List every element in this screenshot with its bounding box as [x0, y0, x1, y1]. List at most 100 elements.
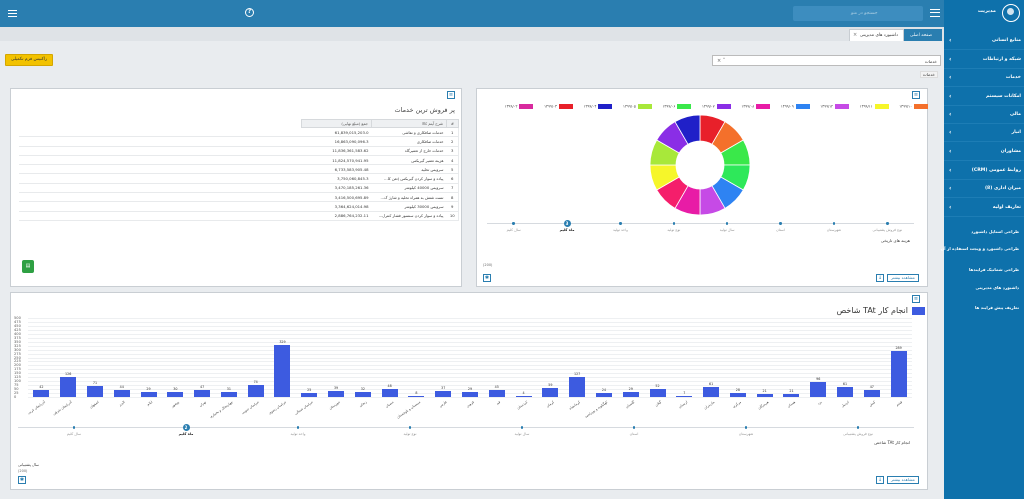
- legend-item[interactable]: ۱۳۹۹/۰۵: [623, 104, 652, 110]
- bar[interactable]: [462, 392, 478, 397]
- help-icon[interactable]: ?: [245, 8, 254, 17]
- timeline-active-step[interactable]: 3: [563, 220, 571, 227]
- bar[interactable]: [167, 392, 184, 397]
- sidebar-item-1[interactable]: ‹ شبکه و ارتباطات: [944, 51, 1024, 69]
- bar[interactable]: [33, 390, 50, 397]
- bar[interactable]: [756, 393, 773, 397]
- bar[interactable]: [515, 396, 532, 397]
- bar[interactable]: [595, 393, 612, 397]
- legend-item[interactable]: ۱۳۹۹/۰۸: [741, 104, 771, 110]
- table-row[interactable]: 2 خدمات صافکاری 16,863,090,096.3: [19, 136, 459, 147]
- table-row[interactable]: 8 تست شتش به همراه تخلیه و شارژ ک... 3,416…: [19, 192, 459, 203]
- sidebar-item-2[interactable]: ‹ خدمات: [944, 69, 1024, 87]
- bar[interactable]: [140, 392, 157, 397]
- donut-download-icon[interactable]: ↓: [876, 274, 884, 282]
- timeline-step-dot[interactable]: [408, 426, 412, 429]
- table-row[interactable]: 1 خدمات صافکاری و نقاشی 61,839,015,203.0: [19, 127, 459, 138]
- bar[interactable]: [622, 392, 639, 397]
- bar[interactable]: [274, 345, 291, 397]
- timeline-step-dot[interactable]: [296, 426, 300, 429]
- bar[interactable]: [649, 388, 666, 397]
- legend-item[interactable]: ۱۳۹۹/۰۳: [544, 104, 573, 110]
- donut-more-button[interactable]: مشاهده بیشتر: [887, 274, 919, 282]
- bar[interactable]: [60, 377, 77, 397]
- bar[interactable]: [113, 390, 130, 397]
- donut-slice[interactable]: [674, 114, 701, 145]
- table-row[interactable]: 3 خدمات خارج از تعمیرگاه 11,836,361,583.62: [19, 146, 459, 156]
- extra-form-button[interactable]: راکنیس فرم تکمیلی: [5, 54, 53, 66]
- timeline-step-label[interactable]: شهرستان: [738, 432, 754, 436]
- timeline-step-label[interactable]: واحد تولید: [290, 432, 306, 436]
- sidebar-item-9[interactable]: ‹ تعاریف اولیه: [944, 199, 1024, 217]
- timeline-step-label[interactable]: نوع تولید: [667, 228, 681, 232]
- bar[interactable]: [247, 385, 264, 397]
- bar[interactable]: [86, 385, 103, 397]
- table-row[interactable]: 6 پیاده و سوار کردن گیربکس (تعن کا... 3,75…: [19, 173, 459, 184]
- sidebar-item-5[interactable]: ‹ انبار: [944, 124, 1024, 142]
- sidebar-subitem-1[interactable]: طراحی داشبورد و ویجت استفاده از آن: [941, 240, 1024, 257]
- timeline-active-step[interactable]: 2: [182, 424, 190, 431]
- sidebar-subitem-2[interactable]: طراحی شماتیک فرایندها: [944, 261, 1024, 278]
- sidebar-item-6[interactable]: ‹ مشاوران: [944, 143, 1024, 161]
- excel-export-icon[interactable]: ▤: [22, 260, 34, 273]
- timeline-step-label[interactable]: ماه کلیم: [178, 432, 194, 436]
- sidebar-item-4[interactable]: ‹ مالی: [944, 106, 1024, 124]
- legend-item[interactable]: ۱۳۹۹/۰۴: [584, 104, 613, 110]
- timeline-step-label[interactable]: واحد تولید: [612, 228, 628, 232]
- legend-item[interactable]: ۱۳۹۹/۰۹: [781, 104, 810, 110]
- selected-tag[interactable]: خدمات: [919, 71, 938, 78]
- bar[interactable]: [408, 395, 425, 397]
- timeline-step-label[interactable]: نوع تولید: [403, 432, 417, 436]
- bar[interactable]: [729, 392, 746, 397]
- bar-panel-menu-icon[interactable]: ≡: [912, 295, 920, 303]
- user-avatar-icon[interactable]: [1002, 4, 1020, 22]
- timeline-step-dot[interactable]: [512, 222, 515, 225]
- timeline-step-label[interactable]: استان: [776, 228, 785, 232]
- timeline-step-label[interactable]: استان: [629, 432, 639, 436]
- bar-more-button[interactable]: مشاهده بیشتر: [887, 476, 919, 484]
- category-select[interactable]: × ˅ خدمات: [712, 55, 941, 66]
- legend-item[interactable]: ۱۳۹۹/۱۲: [820, 104, 850, 110]
- col-amount[interactable]: جمع (مبلغ نهایی): [301, 119, 372, 128]
- legend-item[interactable]: ۱۳۹۹/۱۱: [860, 104, 889, 110]
- bar[interactable]: [863, 389, 880, 397]
- timeline-step-dot[interactable]: [672, 222, 675, 225]
- sidebar-item-0[interactable]: ‹ منابع انسانی: [944, 32, 1024, 50]
- table-row[interactable]: 9 سرویس 30000 کیلومتر 3,364,624,014.98: [19, 201, 459, 212]
- sidebar-item-8[interactable]: ‹ (8) میزان اداری: [944, 180, 1024, 198]
- bar[interactable]: [837, 387, 854, 397]
- legend-item[interactable]: ۱۳۹۹/۰۲: [505, 104, 534, 110]
- timeline-step-label[interactable]: سال کلیم: [66, 432, 82, 436]
- timeline-step-label[interactable]: نوع فروش پشتیبانی: [872, 228, 903, 232]
- bar[interactable]: [890, 351, 907, 397]
- col-item[interactable]: شرح آیتم کالا: [371, 119, 447, 128]
- table-row[interactable]: 5 سرویس تخلیه 6,733,583,905.48: [19, 164, 459, 175]
- timeline-step-dot[interactable]: [886, 222, 889, 225]
- timeline-step-dot[interactable]: [744, 426, 748, 429]
- legend-item[interactable]: ۱۳۹۹/۱۰: [899, 104, 928, 110]
- timeline-step-label[interactable]: ماه کلیم: [559, 228, 575, 232]
- sidebar-item-7[interactable]: ‹ (CRM) روابط عمومی: [944, 162, 1024, 180]
- bar[interactable]: [569, 376, 586, 397]
- timeline-step-label[interactable]: شهرستان: [826, 228, 842, 232]
- bar[interactable]: [301, 393, 318, 397]
- tab-home[interactable]: صفحه اصلی: [904, 29, 942, 41]
- bar[interactable]: [220, 392, 237, 397]
- menu-search-input[interactable]: جستجو در منو: [793, 6, 923, 21]
- clear-select-icon[interactable]: × ˅: [717, 58, 726, 64]
- menu-toggle-icon[interactable]: [8, 10, 17, 18]
- bar[interactable]: [676, 395, 693, 397]
- timeline-step-dot[interactable]: [779, 222, 782, 225]
- timeline-step-dot[interactable]: [520, 426, 524, 429]
- bar[interactable]: [381, 389, 398, 397]
- legend-item[interactable]: ۱۳۹۹/۰۷: [702, 104, 731, 110]
- timeline-step-dot[interactable]: [72, 426, 76, 429]
- bar[interactable]: [194, 389, 211, 397]
- table-row[interactable]: 7 سرویس 40000 کیلومتر 3,470,185,261.36: [19, 183, 459, 194]
- close-tab-icon[interactable]: ×: [853, 32, 858, 38]
- bar-settings-icon[interactable]: ✱: [18, 476, 26, 484]
- bar[interactable]: [435, 391, 452, 397]
- tab-dashboard[interactable]: × داشبورد های مدیریتی: [849, 29, 904, 41]
- table-row[interactable]: 4 هزینه تعمیر گیربکس 11,824,570,941.95: [19, 155, 459, 166]
- bar[interactable]: [783, 393, 800, 397]
